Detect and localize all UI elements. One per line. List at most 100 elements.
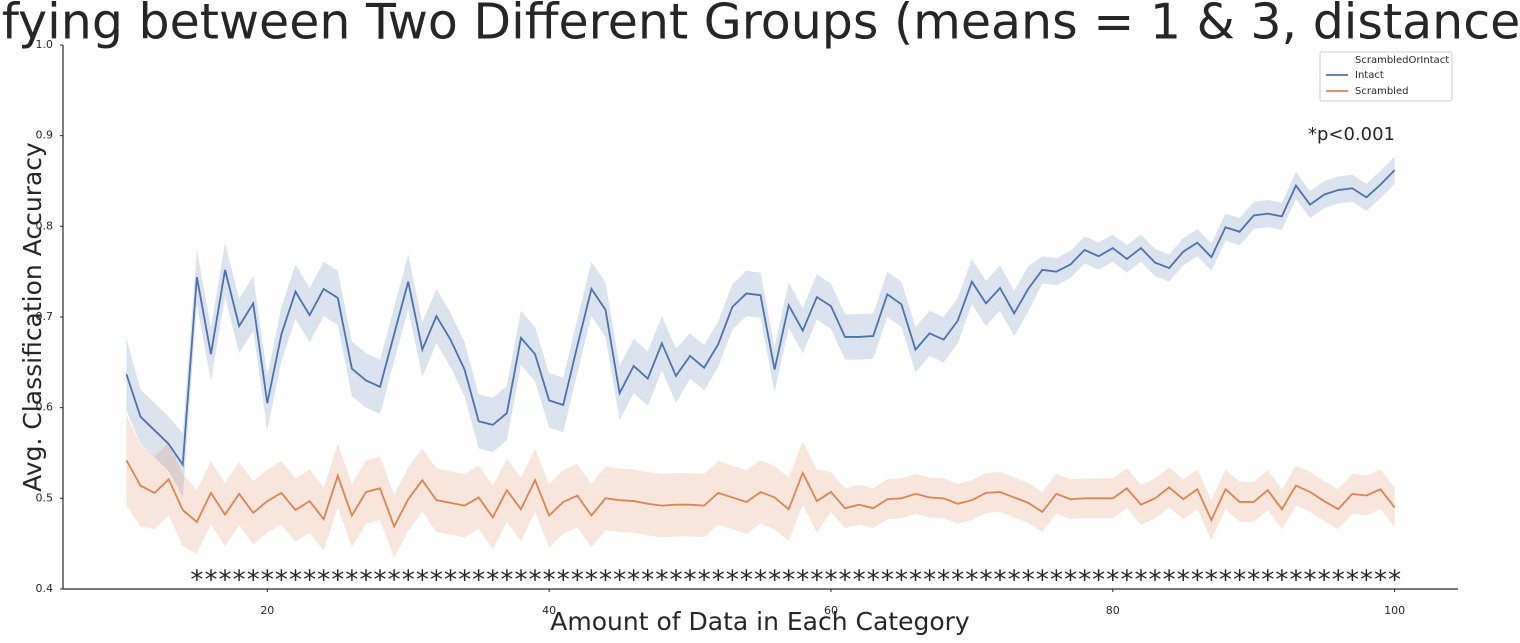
- significance-marker: *: [317, 566, 330, 596]
- x-tick-label: 100: [1384, 604, 1405, 617]
- x-tick-label: 60: [824, 604, 838, 617]
- significance-marker: *: [1289, 566, 1302, 596]
- significance-marker: *: [190, 566, 203, 596]
- significance-marker: *: [233, 566, 246, 596]
- significance-marker: *: [1106, 566, 1119, 596]
- significance-marker: *: [514, 566, 527, 596]
- significance-marker: *: [1191, 566, 1204, 596]
- significance-marker: *: [1022, 566, 1035, 596]
- legend: ScrambledOrIntact Intact Scrambled: [1319, 51, 1453, 102]
- significance-marker: *: [684, 566, 697, 596]
- significance-marker: *: [782, 566, 795, 596]
- significance-marker: *: [1304, 566, 1317, 596]
- significance-marker: *: [1318, 566, 1331, 596]
- significance-marker: *: [655, 566, 668, 596]
- significance-marker: *: [712, 566, 725, 596]
- significance-marker: *: [416, 566, 429, 596]
- y-tick-label: 0.7: [36, 310, 54, 323]
- significance-marker: *: [1134, 566, 1147, 596]
- significance-marker: *: [359, 566, 372, 596]
- significance-marker: *: [289, 566, 302, 596]
- significance-marker: *: [1036, 566, 1049, 596]
- significance-marker: *: [1163, 566, 1176, 596]
- significance-marker: *: [1346, 566, 1359, 596]
- significance-marker: *: [557, 566, 570, 596]
- significance-marker: *: [754, 566, 767, 596]
- line: [125, 169, 1396, 468]
- significance-marker: *: [1092, 566, 1105, 596]
- significance-marker: *: [1275, 566, 1288, 596]
- legend-title: ScrambledOrIntact: [1355, 55, 1449, 66]
- significance-marker: *: [1247, 566, 1260, 596]
- significance-marker: *: [1374, 566, 1387, 596]
- legend-box: [1319, 51, 1453, 102]
- significance-marker: *: [937, 566, 950, 596]
- confidence-band: [126, 156, 1395, 497]
- significance-marker: *: [627, 566, 640, 596]
- significance-marker: *: [895, 566, 908, 596]
- significance-marker: *: [698, 566, 711, 596]
- significance-marker: *: [529, 566, 542, 596]
- x-axis-label: Amount of Data in Each Category: [550, 607, 970, 636]
- significance-marker: *: [810, 566, 823, 596]
- significance-marker: *: [247, 566, 260, 596]
- annotation: *p<0.001: [1308, 124, 1395, 145]
- significance-marker: *: [1261, 566, 1274, 596]
- significance-marker: *: [965, 566, 978, 596]
- significance-marker: *: [669, 566, 682, 596]
- y-tick-label: 0.9: [36, 129, 54, 142]
- significance-marker: *: [543, 566, 556, 596]
- y-tick-label: 0.8: [36, 219, 54, 232]
- significance-marker: *: [204, 566, 217, 596]
- significance-marker: *: [768, 566, 781, 596]
- significance-marker: *: [430, 566, 443, 596]
- significance-marker: *: [1332, 566, 1345, 596]
- significance-marker: *: [472, 566, 485, 596]
- significance-marker: *: [824, 566, 837, 596]
- significance-marker: *: [1233, 566, 1246, 596]
- legend-label: Scrambled: [1355, 86, 1408, 97]
- y-tick-label: 1.0: [36, 38, 54, 51]
- significance-marker: *: [613, 566, 626, 596]
- significance-marker: *: [726, 566, 739, 596]
- significance-marker: *: [1205, 566, 1218, 596]
- significance-marker: *: [571, 566, 584, 596]
- significance-marker: *: [331, 566, 344, 596]
- y-tick-label: 0.6: [36, 401, 54, 414]
- significance-marker: *: [374, 566, 387, 596]
- significance-marker: *: [909, 566, 922, 596]
- significance-marker: *: [275, 566, 288, 596]
- significance-marker: *: [853, 566, 866, 596]
- significance-marker: *: [1149, 566, 1162, 596]
- significance-marker: *: [1064, 566, 1077, 596]
- significance-marker: *: [261, 566, 274, 596]
- significance-marker: *: [1050, 566, 1063, 596]
- significance-marker: *: [585, 566, 598, 596]
- significance-marker: *: [219, 566, 232, 596]
- significance-marker: *: [796, 566, 809, 596]
- significance-marker: *: [740, 566, 753, 596]
- significance-marker: *: [599, 566, 612, 596]
- significance-marker: *: [1008, 566, 1021, 596]
- y-tick-label: 0.4: [36, 582, 54, 595]
- significance-marker: *: [345, 566, 358, 596]
- significance-marker: *: [641, 566, 654, 596]
- significance-marker: *: [444, 566, 457, 596]
- significance-marker: *: [500, 566, 513, 596]
- y-tick-label: 0.5: [36, 491, 54, 504]
- significance-marker: *: [979, 566, 992, 596]
- significance-marker: *: [1120, 566, 1133, 596]
- line: [125, 459, 1396, 529]
- significance-marker: *: [839, 566, 852, 596]
- significance-marker: *: [1219, 566, 1232, 596]
- significance-marker: *: [951, 566, 964, 596]
- significance-marker: *: [867, 566, 880, 596]
- significance-marker: *: [458, 566, 471, 596]
- significance-marker: *: [994, 566, 1007, 596]
- significance-marker: *: [923, 566, 936, 596]
- significance-marker: *: [1177, 566, 1190, 596]
- significance-marker: *: [1388, 566, 1401, 596]
- confidence-band: [126, 414, 1395, 559]
- x-tick-label: 80: [1106, 604, 1120, 617]
